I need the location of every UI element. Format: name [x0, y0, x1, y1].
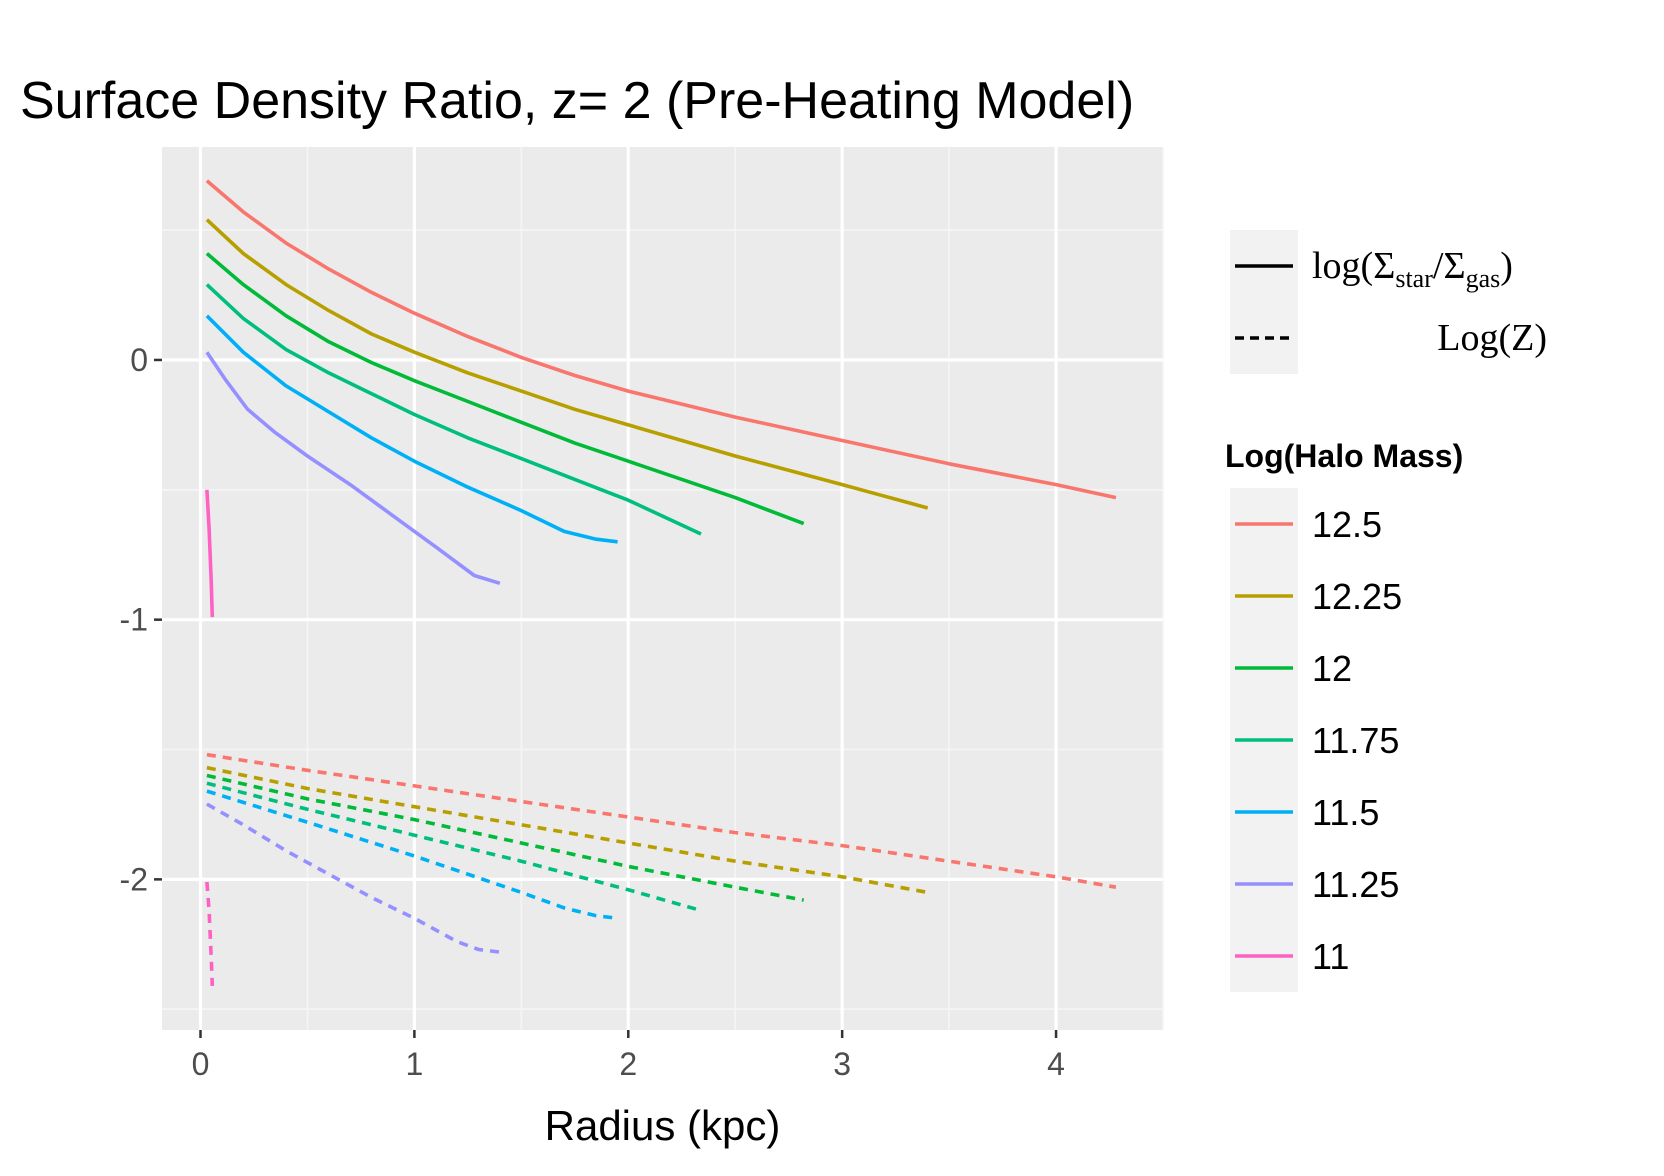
line-ratio-11-5	[205, 314, 618, 544]
series-lines	[205, 179, 1117, 986]
x-tick-label: 4	[1047, 1046, 1065, 1082]
line-ratio-12-5	[205, 179, 1117, 500]
y-tick-label: -1	[120, 602, 148, 638]
x-tick-label: 2	[619, 1046, 637, 1082]
line-logz-12-25	[206, 765, 929, 895]
x-axis-title: Radius (kpc)	[545, 1102, 781, 1149]
legend-label-log-z: Log(Z)	[1437, 317, 1547, 359]
line-logz-11-75	[206, 781, 702, 913]
legend-label-11-5: 11.5	[1312, 792, 1379, 833]
x-tick-label: 0	[192, 1046, 210, 1082]
legend-label-11: 11	[1312, 936, 1349, 977]
legend-title: Log(Halo Mass)	[1225, 438, 1463, 474]
legend-label-12: 12	[1312, 648, 1352, 689]
chart-title: Surface Density Ratio, z= 2 (Pre-Heating…	[20, 72, 1134, 130]
legend-label-12-25: 12.25	[1312, 576, 1402, 617]
line-ratio-11-25	[205, 351, 501, 586]
plot-background	[162, 147, 1163, 1030]
linetype-legend: log(Σstar/Σgas) Log(Z)	[1230, 230, 1547, 374]
color-legend: Log(Halo Mass) 12.5 12.25 12 11.75 11.5 11.25…	[1225, 438, 1463, 992]
line-logz-12-5	[206, 752, 1117, 889]
y-tick-label: 0	[130, 342, 148, 378]
line-logz-11	[205, 881, 215, 986]
x-tick-label: 3	[833, 1046, 851, 1082]
line-ratio-12-25	[205, 218, 929, 510]
x-axis: 0 1 2 3 4	[192, 1030, 1065, 1082]
y-axis: 0 -1 -2	[120, 342, 162, 897]
legend-label-log-sigma-ratio: log(Σstar/Σgas)	[1312, 245, 1513, 293]
line-ratio-11-75	[205, 283, 702, 536]
line-logz-11-5	[206, 789, 618, 921]
line-ratio-11	[205, 489, 215, 618]
legend-label-11-75: 11.75	[1312, 720, 1399, 761]
line-ratio-12	[205, 252, 805, 526]
y-tick-label: -2	[120, 861, 148, 897]
plot-panel	[162, 147, 1164, 1030]
minor-gridlines	[162, 147, 1164, 1030]
x-tick-label: 1	[405, 1046, 423, 1082]
line-logz-12	[206, 773, 805, 902]
legend-label-12-5: 12.5	[1312, 504, 1382, 545]
legend-label-11-25: 11.25	[1312, 864, 1399, 905]
major-gridlines	[162, 147, 1163, 1030]
